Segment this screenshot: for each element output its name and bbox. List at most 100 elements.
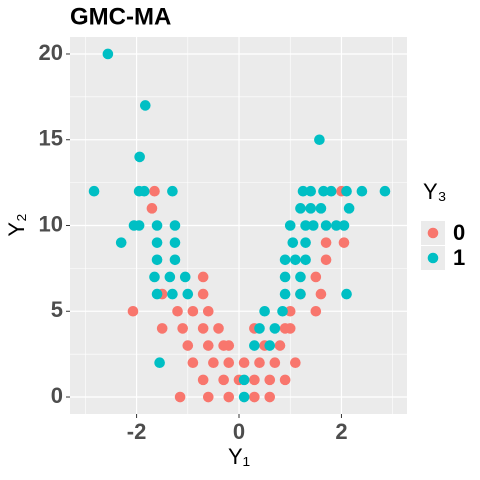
point: [156, 323, 168, 334]
y-tick-label: 20: [39, 40, 63, 65]
point: [154, 357, 165, 369]
point: [167, 185, 178, 197]
point: [223, 391, 235, 403]
point: [167, 288, 178, 300]
point: [284, 220, 296, 231]
point: [249, 374, 260, 386]
point: [284, 323, 296, 334]
chart-title: GMC-MA: [70, 3, 171, 30]
point: [182, 340, 194, 351]
point: [284, 305, 296, 317]
point: [338, 220, 350, 231]
point: [300, 237, 311, 248]
point: [338, 237, 350, 248]
point: [379, 185, 391, 197]
point: [279, 271, 291, 283]
point: [202, 391, 214, 403]
y-axis-title: Y₂: [4, 213, 29, 236]
point: [264, 374, 276, 386]
point: [197, 323, 209, 334]
point: [331, 220, 342, 231]
point: [315, 203, 327, 214]
point: [179, 271, 191, 283]
point: [202, 340, 214, 351]
y-tick-label: 5: [51, 297, 63, 322]
point: [223, 357, 235, 369]
point: [172, 305, 183, 317]
point: [151, 237, 163, 248]
legend-symbol: [427, 252, 439, 264]
point: [208, 357, 219, 369]
point: [197, 271, 209, 283]
y-tick-label: 10: [39, 211, 63, 236]
point: [318, 185, 329, 197]
point: [174, 391, 186, 403]
point: [238, 357, 250, 369]
point: [277, 305, 288, 317]
point: [356, 185, 368, 197]
legend-symbol: [427, 227, 439, 239]
point: [279, 254, 291, 266]
point: [264, 391, 276, 403]
point: [238, 391, 250, 403]
point: [202, 305, 214, 317]
point: [307, 220, 319, 231]
x-tick-label: 0: [233, 419, 245, 444]
point: [320, 254, 332, 266]
point: [218, 374, 229, 386]
y-tick-label: 15: [39, 126, 63, 151]
point: [149, 271, 160, 283]
point: [133, 220, 145, 231]
point: [249, 391, 260, 403]
point: [149, 185, 160, 197]
y-tick-label: 0: [51, 383, 63, 408]
point: [182, 288, 194, 300]
point: [249, 340, 260, 351]
point: [213, 323, 224, 334]
point: [138, 185, 150, 197]
point: [274, 340, 286, 351]
point: [127, 305, 139, 317]
point: [320, 237, 332, 248]
point: [315, 288, 327, 300]
point: [254, 323, 265, 334]
point: [187, 305, 199, 317]
x-tick-label: -2: [127, 419, 147, 444]
point: [290, 254, 301, 266]
point: [146, 203, 158, 214]
point: [343, 203, 355, 214]
point: [341, 288, 352, 300]
point: [223, 340, 235, 351]
point: [197, 374, 209, 386]
point: [287, 237, 299, 248]
point: [187, 357, 199, 369]
point: [164, 271, 176, 283]
legend-label: 0: [453, 220, 465, 245]
point: [310, 305, 322, 317]
point: [169, 237, 181, 248]
point: [264, 340, 276, 351]
point: [169, 220, 181, 231]
point: [305, 185, 317, 197]
legend-label: 1: [453, 245, 465, 270]
point: [102, 48, 114, 60]
point: [300, 254, 311, 266]
point: [295, 288, 306, 300]
point: [197, 288, 209, 300]
point: [151, 288, 163, 300]
point: [88, 185, 100, 197]
point: [151, 254, 163, 266]
point: [259, 305, 270, 317]
point: [314, 134, 325, 146]
point: [151, 220, 163, 231]
point: [269, 357, 281, 369]
point: [320, 220, 332, 231]
point: [238, 374, 250, 386]
point: [134, 151, 145, 163]
point: [139, 100, 151, 111]
point: [279, 288, 291, 300]
point: [300, 220, 311, 231]
point: [295, 203, 306, 214]
point: [115, 237, 127, 248]
